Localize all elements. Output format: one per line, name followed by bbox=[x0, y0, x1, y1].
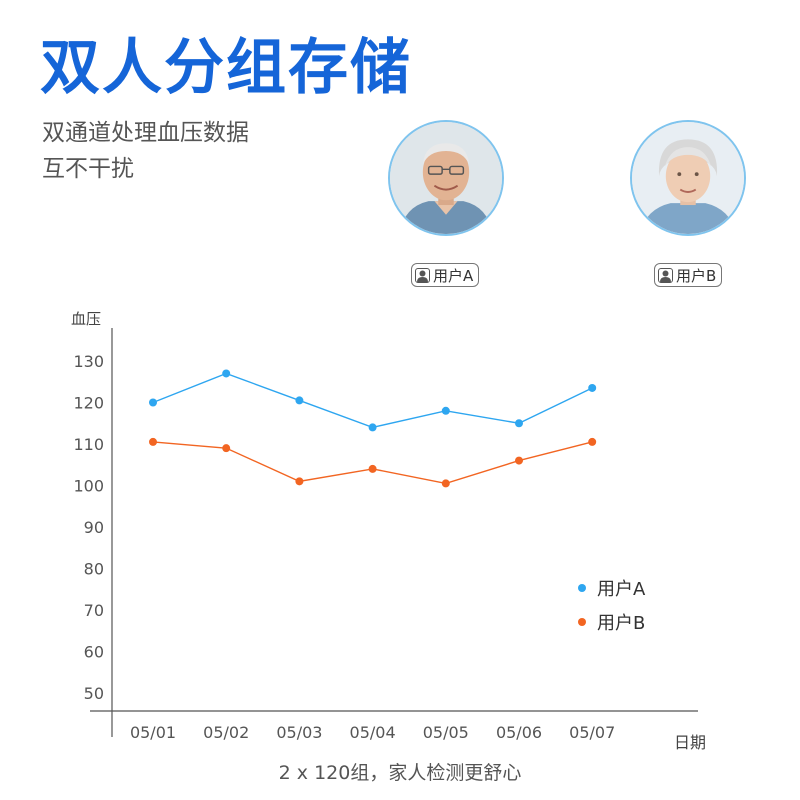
data-point bbox=[588, 383, 597, 392]
y-tick-label: 110 bbox=[73, 435, 104, 454]
y-tick-label: 120 bbox=[73, 394, 104, 413]
data-point bbox=[295, 477, 304, 486]
data-point bbox=[295, 396, 304, 405]
y-tick-label: 60 bbox=[84, 643, 104, 662]
y-tick-label: 130 bbox=[73, 352, 104, 371]
x-tick-label: 05/05 bbox=[423, 723, 469, 742]
user-icon bbox=[658, 267, 673, 283]
y-tick-label: 70 bbox=[84, 601, 104, 620]
data-point bbox=[588, 437, 597, 446]
y-tick-label: 90 bbox=[84, 518, 104, 537]
data-point bbox=[149, 437, 157, 446]
data-point bbox=[222, 369, 231, 378]
data-point bbox=[149, 398, 157, 407]
data-point bbox=[441, 406, 450, 415]
x-tick-label: 05/03 bbox=[276, 723, 322, 742]
x-tick-label: 05/02 bbox=[203, 723, 249, 742]
y-tick-label: 100 bbox=[73, 477, 104, 496]
data-point bbox=[515, 419, 523, 428]
footer-caption: 2 x 120组，家人检测更舒心 bbox=[278, 762, 522, 784]
user-a-avatar bbox=[388, 120, 504, 236]
user-icon bbox=[415, 267, 430, 283]
user-b-badge: 用户B bbox=[654, 263, 723, 287]
user-a-badge: 用户A bbox=[411, 263, 480, 287]
page-title: 双人分组存储 bbox=[40, 33, 412, 103]
legend-label: 用户A bbox=[597, 579, 646, 600]
legend-marker bbox=[578, 584, 586, 592]
x-tick-label: 05/06 bbox=[496, 723, 542, 742]
user-b-label: 用户B bbox=[676, 266, 717, 285]
data-point bbox=[441, 479, 450, 488]
data-point bbox=[368, 423, 377, 432]
series-line-user-a bbox=[152, 372, 593, 429]
legend-label: 用户B bbox=[597, 613, 645, 634]
data-point bbox=[515, 456, 523, 465]
data-point bbox=[222, 444, 231, 453]
legend-marker bbox=[578, 618, 586, 626]
x-axis-label: 日期 bbox=[674, 733, 706, 752]
y-tick-label: 80 bbox=[84, 560, 104, 579]
x-tick-label: 05/01 bbox=[130, 723, 176, 742]
user-a-label: 用户A bbox=[433, 266, 474, 285]
subtitle-line-1: 双通道处理血压数据 bbox=[42, 120, 249, 146]
series-line-user-b bbox=[152, 441, 593, 485]
data-point bbox=[368, 464, 377, 473]
y-tick-label: 50 bbox=[84, 684, 104, 703]
user-b-avatar bbox=[630, 120, 746, 236]
x-tick-label: 05/07 bbox=[569, 723, 615, 742]
x-tick-label: 05/04 bbox=[350, 723, 396, 742]
subtitle-line-2: 互不干扰 bbox=[42, 156, 134, 182]
y-axis-label: 血压 bbox=[71, 310, 101, 328]
